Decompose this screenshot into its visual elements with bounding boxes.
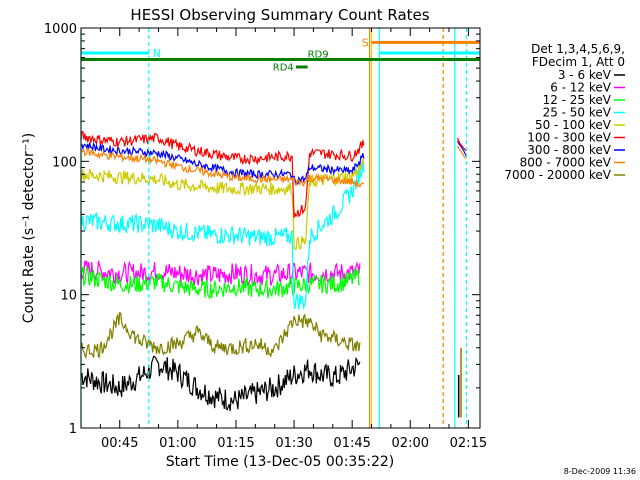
x-tick-label: 01:00	[159, 436, 196, 451]
plot-frame	[80, 27, 481, 429]
legend-label: 300 - 800 keV	[527, 143, 611, 157]
legend-header-line-1: Det 1,3,4,5,6,9,	[531, 42, 625, 56]
x-tick-label: 00:45	[101, 436, 138, 451]
series-line	[80, 312, 361, 360]
saa-label: S	[362, 36, 369, 49]
plot-area: N S RD9 RD4	[80, 28, 480, 428]
x-tick-label: 01:45	[333, 436, 370, 451]
rd9-label: RD9	[308, 50, 329, 61]
x-axis-label: Start Time (13-Dec-05 00:35:22)	[166, 454, 394, 470]
legend-label: 3 - 6 keV	[558, 68, 612, 82]
y-tick-label: 1	[69, 422, 77, 437]
legend-label: 12 - 25 keV	[543, 93, 612, 107]
series-tail	[456, 140, 467, 157]
x-tick-label: 01:30	[275, 436, 312, 451]
y-axis-label: Count Rate (s⁻¹ detector⁻¹)	[21, 133, 37, 323]
chart-title: HESSI Observing Summary Count Rates	[130, 6, 429, 24]
legend-label: 7000 - 20000 keV	[504, 168, 611, 182]
series-line	[80, 161, 365, 310]
y-tick-label: 1000	[44, 22, 77, 37]
y-tick-label: 10	[60, 289, 77, 304]
x-tick-label: 02:00	[392, 436, 429, 451]
legend: Det 1,3,4,5,6,9, FDecim 1, Att 0 3 - 6 k…	[504, 42, 625, 182]
night-label: N	[153, 47, 161, 60]
legend-label: 25 - 50 keV	[543, 106, 612, 120]
legend-label: 100 - 300 keV	[527, 131, 611, 145]
y-tick-label: 100	[52, 155, 77, 170]
generated-timestamp: 8-Dec-2009 11:36	[564, 467, 636, 476]
legend-header-line-2: FDecim 1, Att 0	[532, 55, 625, 69]
x-tick-label: 01:15	[217, 436, 254, 451]
legend-label: 6 - 12 keV	[550, 81, 612, 95]
legend-label: 800 - 7000 keV	[520, 156, 612, 170]
rd4-label: RD4	[273, 63, 294, 74]
series-tail	[456, 145, 467, 159]
axis-ticks: 1 10 100 1000 00:45 01:00 01:15 01:30 01:45 02:00…	[44, 22, 487, 451]
series-line	[80, 158, 365, 251]
series-line	[80, 355, 361, 412]
series-line	[80, 147, 365, 188]
series-tail	[456, 137, 467, 152]
series-line	[80, 130, 365, 218]
series-line	[80, 141, 365, 185]
legend-label: 50 - 100 keV	[535, 118, 612, 132]
x-tick-label: 02:15	[450, 436, 487, 451]
series-line	[80, 266, 361, 301]
